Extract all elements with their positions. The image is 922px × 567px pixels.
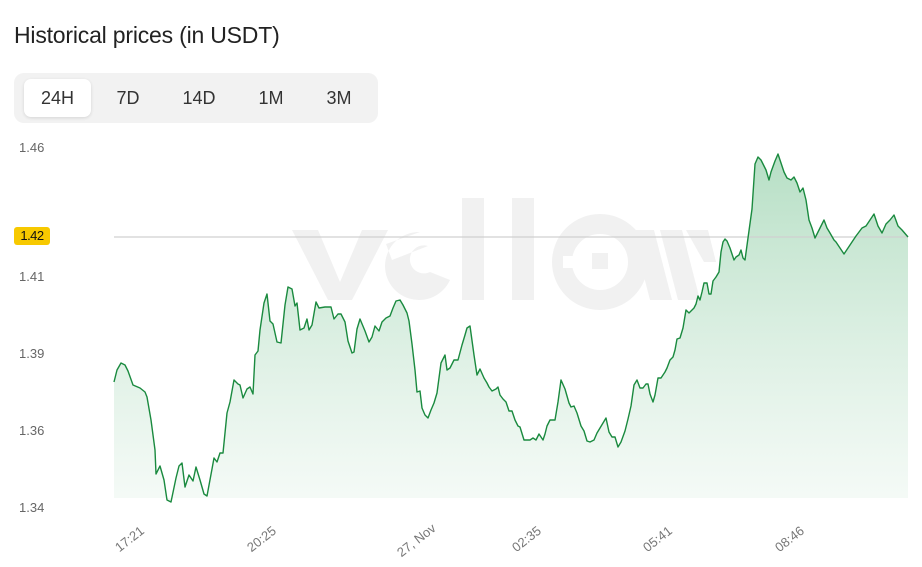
tab-1m[interactable]: 1M bbox=[258, 88, 284, 108]
y-tick-1-41: 1.41 bbox=[19, 269, 45, 284]
tab-3m[interactable]: 3M bbox=[326, 88, 352, 108]
price-line bbox=[113, 153, 909, 503]
price-area-fill bbox=[114, 154, 908, 502]
tab-14d[interactable]: 14D bbox=[182, 88, 216, 108]
page-title: Historical prices (in USDT) bbox=[14, 22, 280, 48]
y-tick-1-39: 1.39 bbox=[19, 346, 45, 361]
tab-7d[interactable]: 7D bbox=[116, 88, 140, 108]
y-tick-1-36: 1.36 bbox=[19, 423, 45, 438]
y-tick-1-34: 1.34 bbox=[19, 500, 45, 515]
watermark-logo bbox=[292, 198, 716, 310]
current-price-badge: 1.42 bbox=[14, 227, 50, 245]
time-range-tabs: 24H 7D 14D 1M 3M bbox=[14, 73, 378, 123]
y-tick-1-46: 1.46 bbox=[19, 140, 45, 155]
tab-24h[interactable]: 24H bbox=[24, 79, 91, 117]
